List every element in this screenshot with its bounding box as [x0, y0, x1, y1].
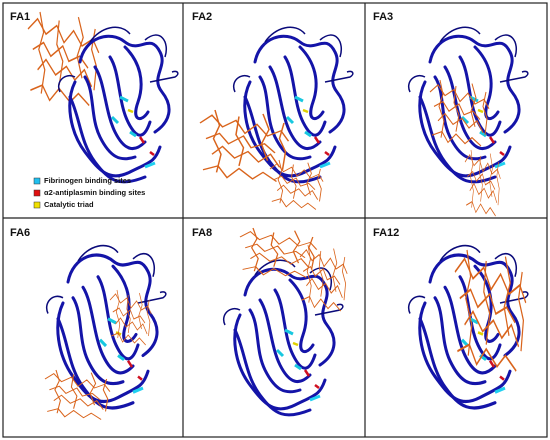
- panel: FA2: [192, 11, 355, 210]
- panel: FA1 Fibrinogen binding sites α2-antiplas…: [10, 11, 180, 209]
- legend-label: Catalytic triad: [44, 200, 94, 209]
- panel-label: FA3: [373, 11, 393, 23]
- panel: FA12: [373, 227, 530, 410]
- panel-label: FA1: [10, 11, 30, 23]
- legend-label: α2-antiplasmin binding sites: [44, 188, 145, 197]
- panel: FA3: [373, 11, 530, 217]
- legend-label: Fibrinogen binding sites: [44, 176, 131, 185]
- panel-label: FA2: [192, 11, 212, 23]
- panel: FA6: [10, 227, 168, 421]
- panel: FA8: [192, 227, 348, 417]
- panel-label: FA12: [373, 227, 399, 239]
- panel-label: FA8: [192, 227, 212, 239]
- panel-label: FA6: [10, 227, 30, 239]
